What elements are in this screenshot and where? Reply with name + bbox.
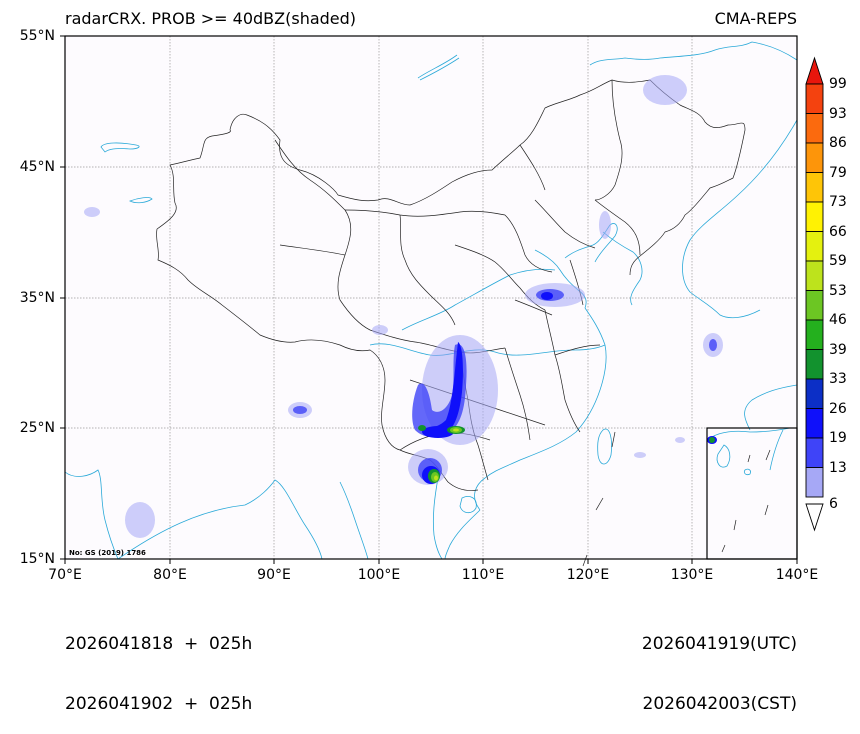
colorbar-label: 26 [829, 400, 847, 417]
colorbar-label: 93 [829, 105, 847, 122]
colorbar-label: 6 [829, 496, 838, 512]
probability-shading [84, 75, 723, 538]
y-tick-15n: 15°N [19, 551, 55, 567]
colorbar-label: 13 [829, 459, 847, 476]
init-time-cst: 2026041902 + 025h [65, 694, 253, 714]
map-review-number: No: GS (2019) 1786 [69, 549, 146, 557]
colorbar-label: 53 [829, 282, 847, 299]
valid-time-cst: 2026042003(CST) [642, 694, 797, 714]
x-tick-120e: 120°E [566, 567, 610, 583]
tick-marks [60, 35, 798, 564]
colorbar-label: 99 [829, 76, 847, 92]
boundaries [156, 79, 771, 567]
colorbar-label: 33 [829, 371, 847, 387]
x-tick-130e: 130°E [670, 567, 714, 583]
colorbar-label: 79 [829, 164, 847, 181]
colorbar-label: 66 [829, 223, 847, 240]
colorbar-label: 39 [829, 341, 847, 358]
init-time-utc: 2026041818 + 025h [65, 634, 253, 654]
y-tick-45n: 45°N [19, 159, 55, 175]
colorbar-label: 46 [829, 312, 847, 328]
x-tick-100e: 100°E [357, 567, 401, 583]
x-tick-80e: 80°E [153, 567, 187, 583]
x-tick-140e: 140°E [775, 567, 819, 583]
y-tick-25n: 25°N [19, 420, 55, 436]
x-tick-70e: 70°E [48, 567, 82, 583]
model-name: CMA-REPS [714, 9, 797, 28]
colorbar-label: 19 [829, 430, 847, 446]
colorbar-label: 73 [829, 194, 847, 210]
colorbar-label: 59 [829, 253, 847, 269]
x-tick-90e: 90°E [257, 567, 291, 583]
y-tick-35n: 35°N [19, 290, 55, 306]
map-plot [60, 35, 824, 567]
colorbar-label: 86 [829, 135, 847, 151]
y-tick-55n: 55°N [19, 28, 55, 44]
chart-title: radarCRX. PROB >= 40dBZ(shaded) [65, 9, 357, 28]
colorbar [805, 56, 824, 532]
valid-time-block: 2026041919(UTC) 2026042003(CST) [642, 594, 797, 734]
valid-time-utc: 2026041919(UTC) [641, 634, 797, 654]
init-time-block: 2026041818 + 025h 2026041902 + 025h [65, 594, 252, 734]
x-tick-110e: 110°E [461, 567, 505, 583]
